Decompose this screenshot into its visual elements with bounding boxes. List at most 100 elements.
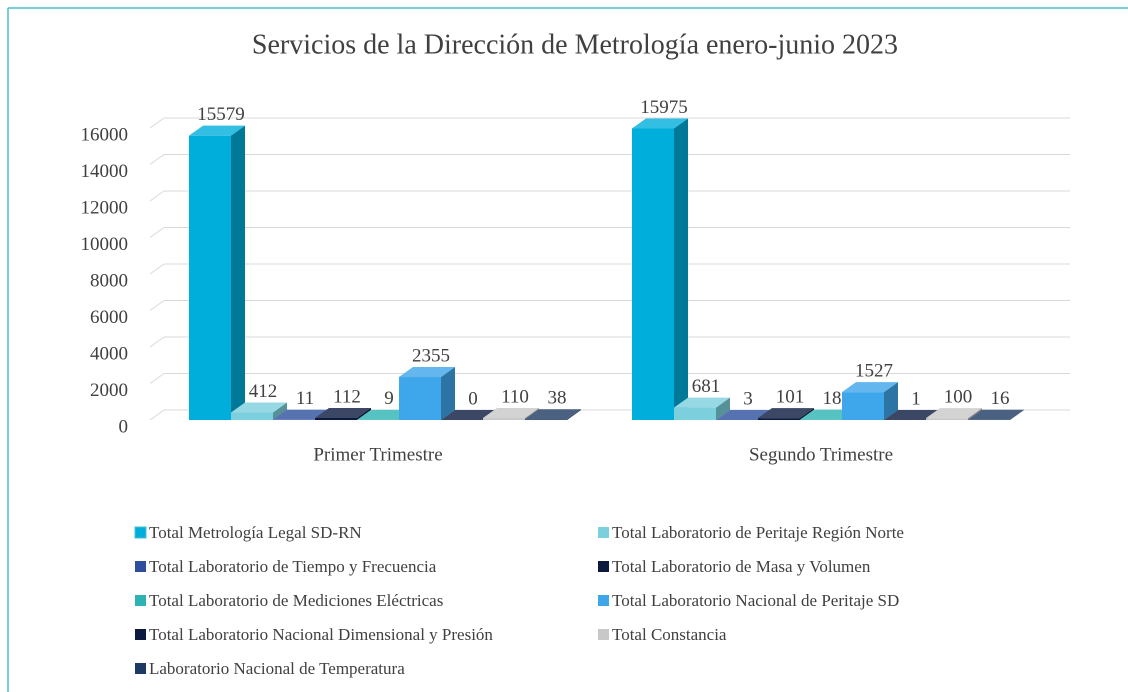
data-label: 1527	[855, 360, 893, 381]
data-label: 681	[692, 376, 721, 397]
legend-swatch	[598, 629, 609, 640]
bar-side	[884, 382, 898, 420]
bar-front	[632, 128, 674, 421]
bar-side	[273, 402, 287, 420]
bar-front	[926, 418, 968, 420]
bar-front	[189, 135, 231, 421]
bar-side	[1010, 409, 1024, 420]
grid-line	[149, 154, 165, 165]
bar-front	[231, 412, 273, 420]
data-label: 0	[468, 388, 478, 409]
y-tick-label: 12000	[81, 197, 129, 218]
bar-side-shade	[800, 408, 814, 420]
legend-label: Laboratorio Nacional de Temperatura	[149, 659, 405, 678]
data-label: 9	[384, 388, 394, 409]
bar-side	[800, 408, 814, 420]
bar-top-shade	[483, 407, 539, 418]
data-label: 16	[991, 388, 1010, 409]
x-tick-label: Segundo Trimestre	[749, 444, 893, 465]
bar-front	[525, 419, 567, 420]
grid-line	[149, 373, 165, 384]
bar-top-shade	[968, 409, 1024, 420]
bar-top	[231, 402, 287, 413]
bar-top	[758, 408, 814, 419]
bar-top-shade	[441, 410, 497, 420]
bar-top	[674, 397, 730, 408]
bar-top	[483, 407, 539, 418]
legend-swatch	[135, 663, 146, 674]
x-tick-label: Primer Trimestre	[313, 444, 442, 465]
grid-line	[149, 190, 165, 202]
bar-side-shade	[716, 397, 730, 420]
bar-top	[399, 367, 455, 378]
legend-swatch	[598, 561, 609, 572]
legend-swatch	[135, 595, 146, 606]
y-tick-label: 2000	[90, 380, 128, 401]
bar-side-shade	[567, 409, 581, 420]
bar-side	[567, 409, 581, 420]
data-label: 38	[548, 388, 567, 409]
legend-swatch	[135, 561, 146, 572]
bar-top-shade	[189, 125, 245, 136]
bar-top	[716, 409, 772, 420]
bar-top	[525, 409, 581, 420]
bar-side	[441, 367, 455, 420]
legend-label: Total Laboratorio Nacional de Peritaje S…	[612, 591, 899, 610]
legend-label: Total Constancia	[612, 625, 727, 644]
grid-line	[149, 263, 165, 275]
bar-top	[273, 409, 329, 420]
bar-top	[884, 409, 940, 420]
bar-top-shade	[315, 407, 371, 418]
chart-title: Servicios de la Dirección de Metrología …	[252, 29, 898, 60]
bar-side-shade	[357, 407, 371, 420]
bar-top	[189, 125, 245, 136]
bar-top-shade	[842, 382, 898, 393]
bar-side	[674, 118, 688, 421]
data-label: 1	[911, 388, 921, 409]
bar-side-shade	[273, 402, 287, 420]
bar-top-shade	[884, 409, 940, 420]
grid-line	[149, 300, 165, 311]
bar-front	[315, 417, 357, 420]
bar-side	[231, 125, 245, 420]
bar-front	[399, 377, 441, 420]
bar-top-shade	[758, 408, 814, 419]
legend-label: Total Laboratorio de Tiempo y Frecuencia	[149, 557, 437, 576]
data-label: 15579	[197, 104, 245, 125]
bar-top	[926, 408, 982, 419]
bar-top	[441, 410, 497, 420]
legend-label: Total Laboratorio de Masa y Volumen	[612, 557, 871, 576]
bar-top-shade	[231, 402, 287, 413]
data-label: 2355	[412, 345, 450, 366]
legend-label: Total Metrología Legal SD-RN	[149, 523, 362, 542]
y-tick-label: 6000	[90, 307, 128, 328]
y-tick-label: 4000	[90, 343, 128, 364]
legend-label: Total Laboratorio de Mediciones Eléctric…	[149, 591, 443, 610]
legend-swatch	[598, 527, 609, 538]
bar-front	[483, 417, 525, 420]
legend-swatch	[135, 629, 146, 640]
data-label: 11	[296, 388, 314, 409]
grid-line	[149, 409, 165, 421]
data-label: 412	[249, 381, 278, 402]
legend-label: Total Laboratorio de Peritaje Región Nor…	[612, 523, 904, 542]
y-tick-label: 8000	[90, 270, 128, 291]
y-tick-label: 10000	[81, 234, 129, 255]
bar-side-shade	[674, 118, 688, 421]
grid-line	[149, 117, 165, 129]
data-label: 100	[944, 387, 973, 408]
bar-top	[842, 382, 898, 393]
legend-swatch	[598, 595, 609, 606]
bar-top-shade	[273, 409, 329, 420]
bar-front	[674, 407, 716, 420]
bar-side-shade	[231, 125, 245, 420]
grid-line	[149, 336, 165, 348]
legend-swatch	[134, 526, 147, 539]
legend-label: Total Laboratorio Nacional Dimensional y…	[149, 625, 493, 644]
data-label: 18	[823, 388, 842, 409]
data-label: 110	[501, 386, 529, 407]
bar-front	[842, 392, 884, 420]
bar-side-shade	[884, 382, 898, 420]
bar-side-shade	[968, 408, 982, 420]
y-tick-label: 14000	[81, 161, 129, 182]
